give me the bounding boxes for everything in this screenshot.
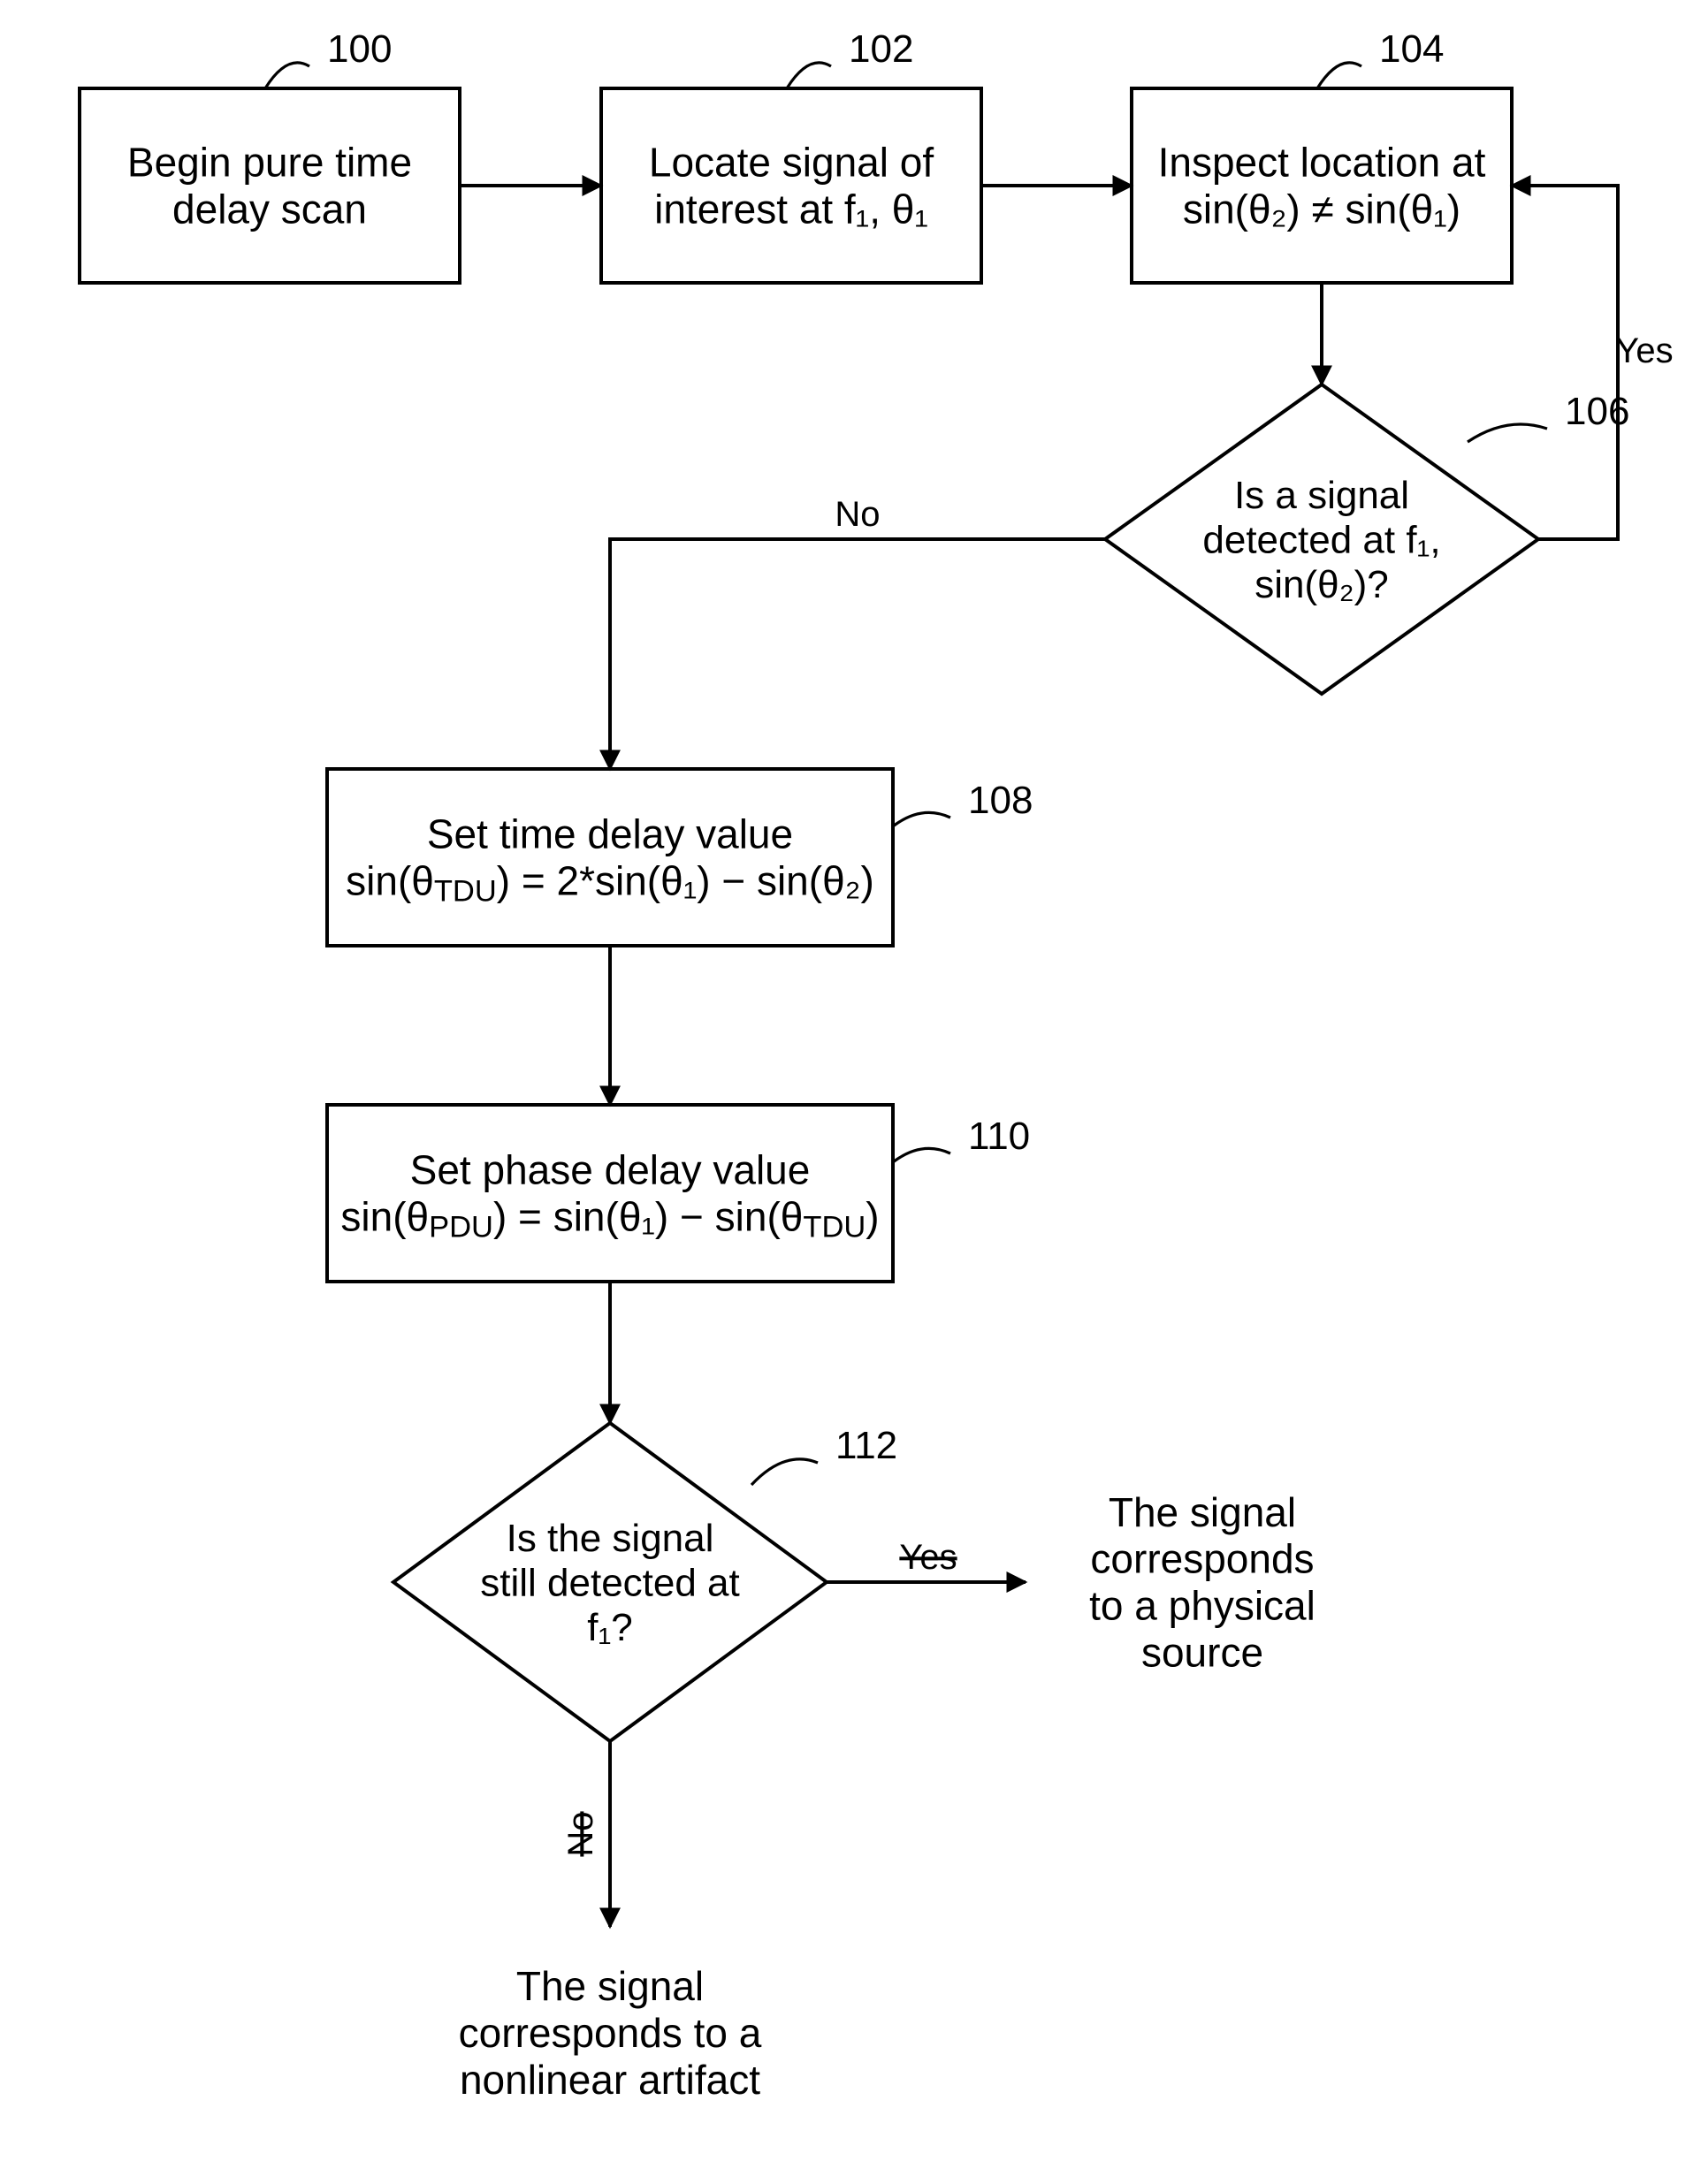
edge-e112_yes: Yes [827,1538,1026,1582]
ref-tick-n104 [1317,63,1361,88]
ref-label-n112: 112 [751,1424,897,1485]
result-text-r_yes: The signalcorrespondsto a physicalsource [1089,1489,1316,1676]
node-r_no: The signalcorresponds to anonlinear arti… [459,1963,762,2103]
ref-num-n104: 104 [1379,27,1444,71]
ref-num-n100: 100 [327,27,392,71]
ref-tick-n112 [751,1459,818,1485]
ref-tick-n108 [893,812,950,826]
result-text-r_no: The signalcorresponds to anonlinear arti… [459,1963,762,2103]
node-n104: Inspect location atsin(θ₂) ≠ sin(θ₁) [1132,88,1512,283]
node-r_yes: The signalcorrespondsto a physicalsource [1089,1489,1316,1676]
edge-e106_yes: Yes [1512,186,1674,539]
ref-tick-n110 [893,1148,950,1162]
ref-label-n104: 104 [1317,27,1444,88]
ref-num-n108: 108 [968,779,1033,822]
ref-tick-n100 [265,63,309,88]
edge-label-e106_yes: Yes [1615,331,1673,370]
node-n102: Locate signal ofinterest at f₁, θ₁ [601,88,981,283]
edge-line-e106_yes [1512,186,1618,539]
ref-num-n106: 106 [1565,390,1629,433]
decision-text-n112: Is the signalstill detected atf₁? [480,1517,740,1649]
decision-text-n106: Is a signaldetected at f₁,sin(θ₂)? [1202,474,1440,606]
node-n112: Is the signalstill detected atf₁? [393,1423,827,1741]
ref-tick-n102 [787,63,831,88]
ref-num-n102: 102 [849,27,913,71]
process-text-n100: Begin pure timedelay scan [127,140,412,232]
edge-e106_no: No [610,495,1105,769]
ref-num-n110: 110 [968,1115,1030,1158]
node-n110: Set phase delay valuesin(θPDU) = sin(θ₁)… [327,1105,893,1282]
edge-line-e106_no [610,539,1105,769]
ref-tick-n106 [1468,424,1547,442]
ref-label-n102: 102 [787,27,913,88]
ref-label-n100: 100 [265,27,392,88]
ref-label-n108: 108 [893,779,1033,826]
node-n106: Is a signaldetected at f₁,sin(θ₂)? [1105,384,1538,694]
node-n108: Set time delay valuesin(θTDU) = 2*sin(θ₁… [327,769,893,946]
edge-label-e112_yes: Yes [899,1538,957,1577]
node-n100: Begin pure timedelay scan [80,88,460,283]
process-text-n102: Locate signal ofinterest at f₁, θ₁ [649,140,934,232]
ref-label-n110: 110 [893,1115,1030,1162]
edge-e112_no: No [561,1741,610,1927]
ref-label-n106: 106 [1468,390,1629,442]
process-text-n108: Set time delay valuesin(θTDU) = 2*sin(θ₁… [346,811,874,909]
edge-label-e112_no: No [561,1811,600,1856]
edge-label-e106_no: No [835,495,880,534]
process-text-n104: Inspect location atsin(θ₂) ≠ sin(θ₁) [1158,140,1486,232]
flowchart-canvas: Begin pure timedelay scan Locate signal o… [0,0,1693,2184]
ref-num-n112: 112 [835,1424,897,1467]
process-text-n110: Set phase delay valuesin(θPDU) = sin(θ₁)… [340,1147,879,1244]
